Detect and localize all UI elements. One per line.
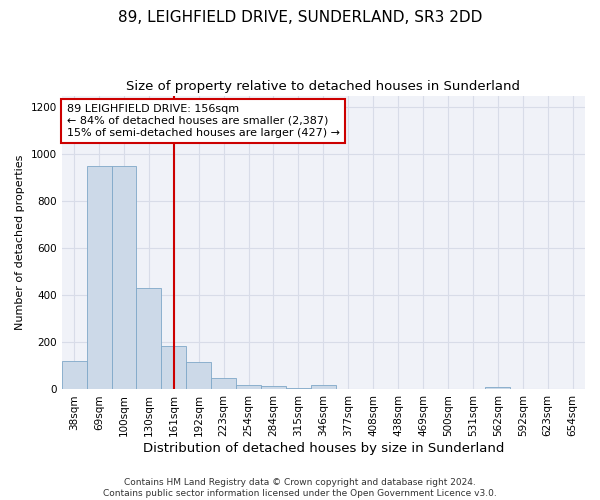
- Bar: [311, 385, 336, 390]
- Bar: [485, 387, 510, 390]
- Title: Size of property relative to detached houses in Sunderland: Size of property relative to detached ho…: [127, 80, 520, 93]
- Text: 89 LEIGHFIELD DRIVE: 156sqm
← 84% of detached houses are smaller (2,387)
15% of : 89 LEIGHFIELD DRIVE: 156sqm ← 84% of det…: [67, 104, 340, 138]
- Bar: [211, 378, 236, 390]
- Text: Contains HM Land Registry data © Crown copyright and database right 2024.
Contai: Contains HM Land Registry data © Crown c…: [103, 478, 497, 498]
- Bar: [86, 166, 112, 390]
- Bar: [161, 346, 186, 390]
- Y-axis label: Number of detached properties: Number of detached properties: [15, 155, 25, 330]
- Bar: [186, 362, 211, 390]
- Bar: [112, 166, 136, 390]
- X-axis label: Distribution of detached houses by size in Sunderland: Distribution of detached houses by size …: [143, 442, 504, 455]
- Text: 89, LEIGHFIELD DRIVE, SUNDERLAND, SR3 2DD: 89, LEIGHFIELD DRIVE, SUNDERLAND, SR3 2D…: [118, 10, 482, 25]
- Bar: [236, 385, 261, 390]
- Bar: [62, 361, 86, 390]
- Bar: [261, 386, 286, 390]
- Bar: [136, 288, 161, 390]
- Bar: [286, 388, 311, 390]
